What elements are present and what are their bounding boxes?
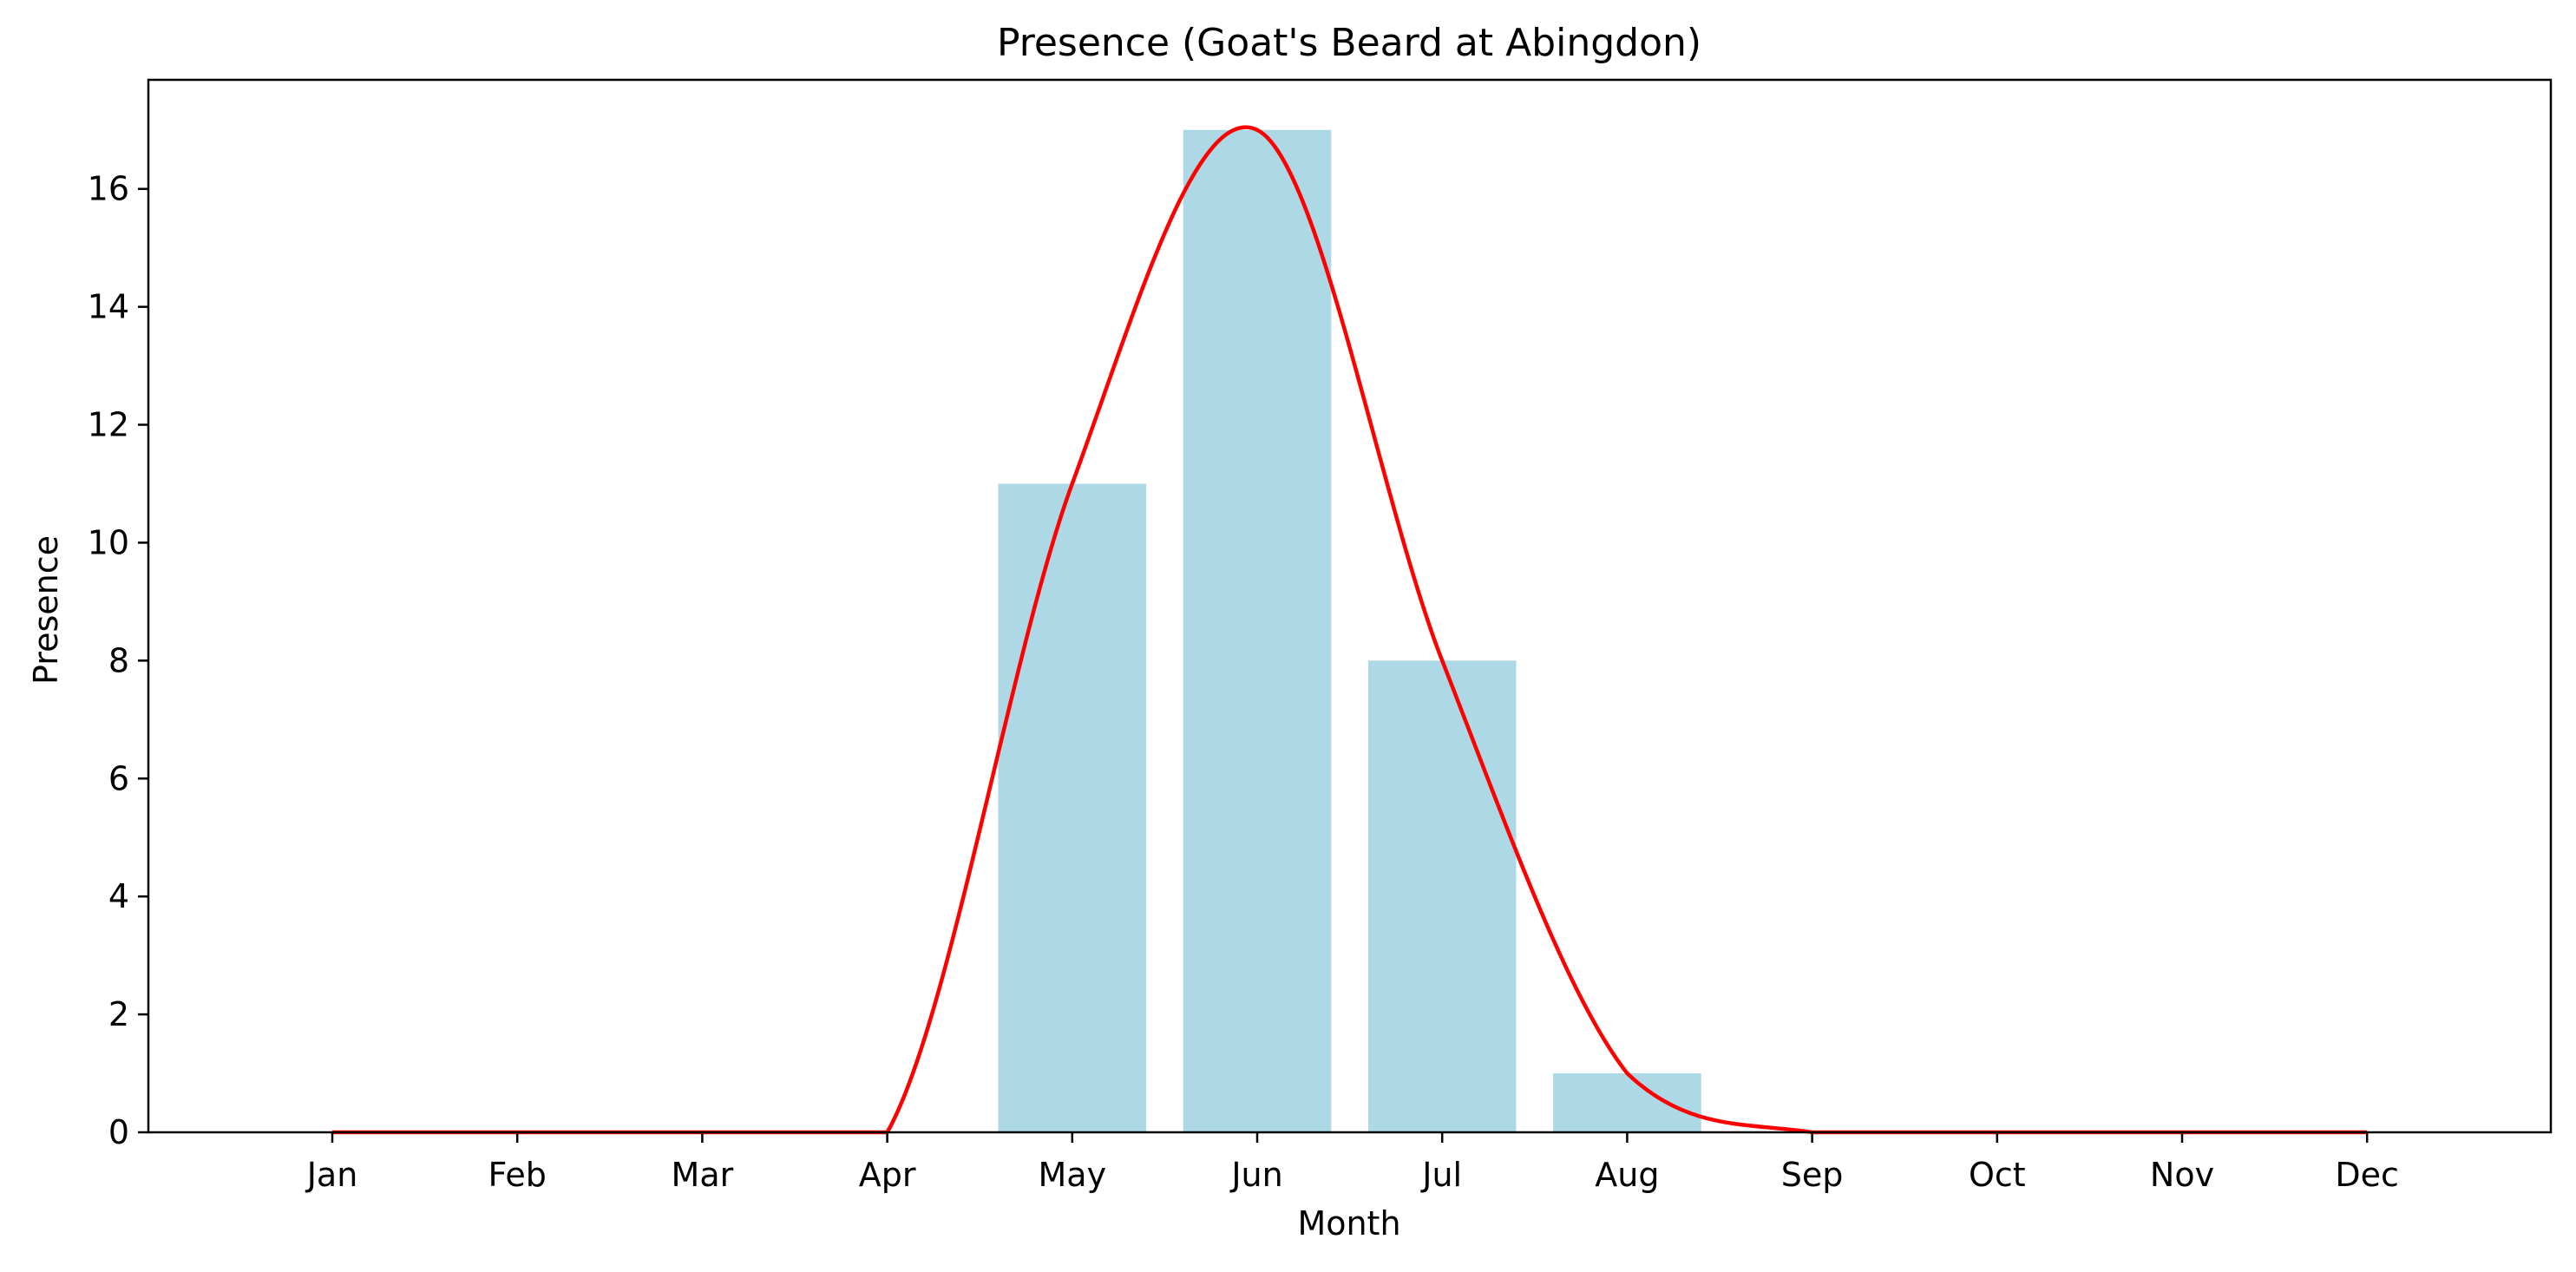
x-tick-label: Aug (1595, 1156, 1659, 1194)
x-tick-label: Feb (488, 1156, 547, 1194)
y-tick-label: 16 (88, 170, 129, 208)
y-axis: 0 2 4 6 8 10 12 14 16 (88, 170, 148, 1151)
y-tick-label: 14 (88, 288, 129, 326)
bar-may (998, 483, 1147, 1132)
trend-line (332, 125, 2368, 1135)
trend-line-group (332, 125, 2368, 1135)
x-tick-label: Jan (305, 1156, 358, 1194)
y-tick-label: 2 (108, 995, 129, 1033)
x-tick-label: Apr (859, 1156, 916, 1194)
y-axis-title: Presence (27, 535, 65, 685)
chart-title: Presence (Goat's Beard at Abingdon) (997, 21, 1701, 65)
x-tick-label: Dec (2335, 1156, 2399, 1194)
x-tick-label: May (1039, 1156, 1107, 1194)
y-tick-label: 4 (108, 877, 129, 915)
y-tick-label: 0 (108, 1113, 129, 1151)
y-tick-label: 10 (88, 523, 129, 561)
y-tick-label: 6 (108, 759, 129, 797)
bar-series (998, 129, 1701, 1132)
x-tick-label: Sep (1781, 1156, 1844, 1194)
bar-jun (1183, 129, 1332, 1132)
x-tick-label: Jul (1420, 1156, 1462, 1194)
x-tick-label: Nov (2150, 1156, 2214, 1194)
plot-area-frame (147, 78, 2553, 1134)
x-axis: Jan Feb Mar Apr May Jun Jul Aug Sep Oct Nov Dec (305, 1132, 2399, 1194)
x-axis-title: Month (1297, 1204, 1400, 1242)
x-tick-label: Mar (672, 1156, 734, 1194)
x-tick-label: Oct (1969, 1156, 2026, 1194)
bar-aug (1553, 1073, 1701, 1132)
y-tick-label: 8 (108, 641, 129, 679)
bar-jul (1367, 660, 1517, 1132)
x-tick-label: Jun (1229, 1156, 1282, 1194)
y-tick-label: 12 (88, 406, 129, 444)
